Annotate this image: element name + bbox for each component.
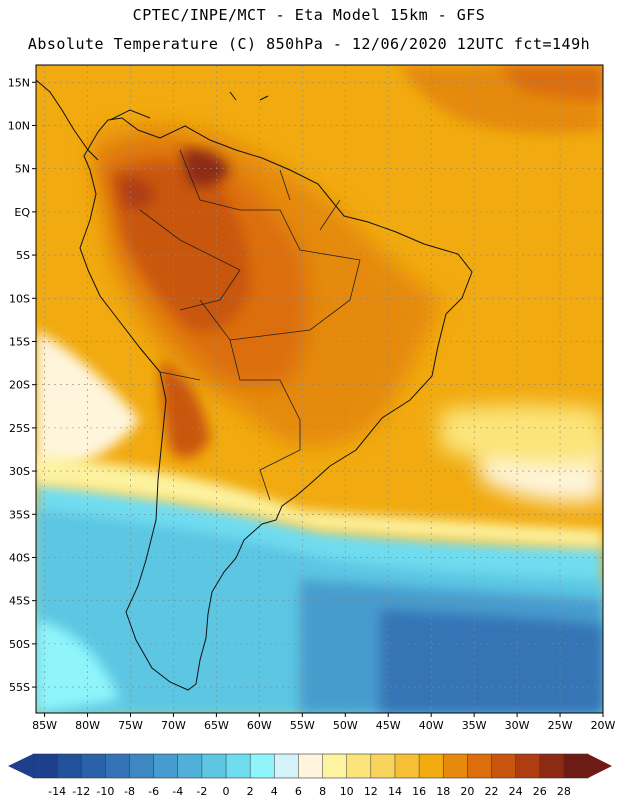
colorbar-label: -6 [148,785,159,798]
colorbar-label: -10 [96,785,114,798]
colorbar-label: 0 [223,785,230,798]
colorbar-label: 18 [436,785,450,798]
lon-label: 50W [333,719,358,732]
lon-label: 40W [419,719,444,732]
colorbar-label: 28 [557,785,571,798]
colorbar-segment [322,754,348,778]
colorbar-segment [57,754,82,778]
lon-label: 45W [376,719,401,732]
colorbar-segment [177,754,203,778]
colorbar-segment [298,754,324,778]
lat-label: 15N [8,76,30,89]
lat-label: 20S [9,379,30,392]
colorbar-label: -14 [48,785,66,798]
title-line-2: Absolute Temperature (C) 850hPa - 12/06/… [27,35,591,53]
colorbar-segment [153,754,179,778]
lon-label: 65W [204,719,229,732]
lat-label: 40S [9,551,30,564]
lat-label: 55S [9,681,30,694]
lon-label: 55W [290,719,315,732]
triangle-left-icon [8,754,33,778]
lon-label: 25W [548,719,573,732]
colorbar-label: 12 [364,785,378,798]
colorbar-label: 24 [509,785,523,798]
lon-label: 70W [161,719,186,732]
colorbar-label: -2 [196,785,207,798]
colorbar-segment [563,754,589,778]
colorbar-segment [515,754,541,778]
title-line-1: CPTEC/INPE/MCT - Eta Model 15km - GFS [132,6,486,24]
lat-label: 15S [9,335,30,348]
colorbar-label: 6 [295,785,302,798]
coastline-central-america [35,79,269,161]
colorbar-segment [443,754,468,778]
national-borders [139,149,361,501]
colorbar-label: 10 [340,785,354,798]
colorbar-label: 22 [484,785,498,798]
lat-label: 5N [15,163,30,176]
lat-label: 10N [8,119,30,132]
lat-label: 25S [9,422,30,435]
colorbar-segment [81,754,106,778]
colorbar-label: 20 [460,785,474,798]
plot-frame [35,64,604,714]
lon-label: 30W [505,719,530,732]
coastline-south-america [79,117,473,691]
colorbar-segment [226,754,251,778]
colorbar-segment [394,754,420,778]
lat-label: 5S [16,249,30,262]
colorbar-segment [370,754,396,778]
lat-label: 45S [9,595,30,608]
colorbar-label: 4 [271,785,278,798]
lat-label: EQ [14,206,30,219]
lon-label: 20W [591,719,616,732]
lon-label: 60W [247,719,272,732]
colorbar-segment [419,754,444,778]
colorbar-segment [346,754,372,778]
temperature-field [36,65,603,713]
lon-label: 35W [462,719,487,732]
colorbar-label: 16 [412,785,426,798]
lat-label: 50S [9,638,30,651]
colorbar-segment [274,754,299,778]
latitude-labels: 15N 10N 5N EQ 5S 10S 15S 20S 25S 30S 35S 40S 45S 50S 5… [8,76,36,694]
colorbar-label: -12 [72,785,90,798]
colorbar-segment [129,754,155,778]
colorbar-segment [539,754,565,778]
map-gridlines [36,65,603,713]
colorbar-labels: -14 -12 -10 -8 -6 -4 -2 0 2 4 6 8 10 12 14 16 18 20 22 24 26… [48,754,571,798]
colorbar-label: 8 [319,785,326,798]
lat-label: 10S [9,292,30,305]
lon-label: 80W [75,719,100,732]
longitude-labels: 85W 80W 75W 70W 65W 60W 55W 50W 45W 40W 35W 30W 25W 2… [32,713,616,732]
lon-label: 85W [32,719,57,732]
triangle-right-icon [588,754,612,778]
colorbar-label: -8 [124,785,135,798]
colorbar-segment [250,754,275,778]
colorbar-segment [491,754,517,778]
lat-label: 30S [9,465,30,478]
colorbar-segment [33,754,58,778]
colorbar-segment [467,754,492,778]
colorbar [32,753,589,779]
colorbar-segment [201,754,227,778]
lon-label: 75W [118,719,143,732]
colorbar-label: 26 [533,785,547,798]
lat-label: 35S [9,508,30,521]
colorbar-label: -4 [172,785,183,798]
colorbar-label: 14 [388,785,402,798]
colorbar-segment [105,754,131,778]
colorbar-label: 2 [247,785,254,798]
